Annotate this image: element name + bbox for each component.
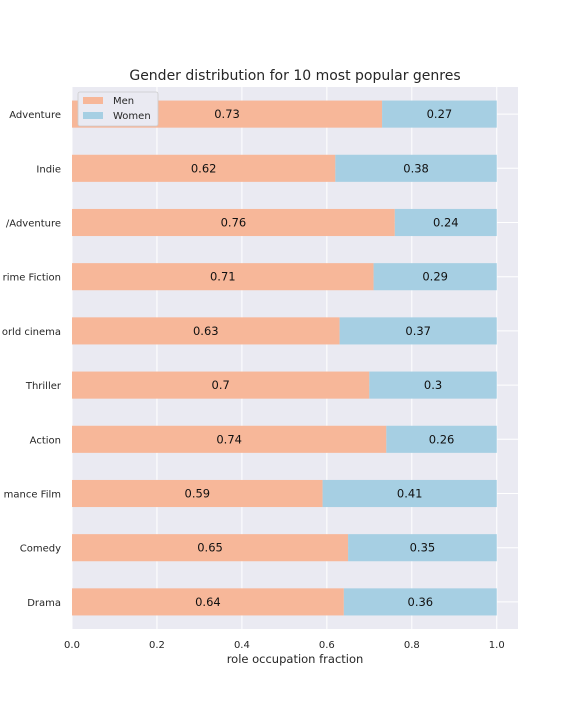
- bar-label-women-2: 0.24: [433, 216, 459, 230]
- bar-men-5: [72, 371, 370, 399]
- bar-label-men-2: 0.76: [221, 216, 247, 230]
- bar-women-4: [339, 317, 497, 345]
- y-axis-tick-labels: Adventure Indie/Adventure rime Fiction orld…: [2, 110, 62, 609]
- bar-women-3: [373, 263, 497, 291]
- bar-men-1: [72, 154, 336, 182]
- x-axis-label: role occupation fraction: [227, 652, 364, 666]
- chart-title: Gender distribution for 10 most popular …: [129, 68, 460, 84]
- bar-women-5: [369, 371, 497, 399]
- bar-women-0: [382, 100, 497, 128]
- bar-women-7: [322, 479, 497, 508]
- bar-label-women-1: 0.38: [403, 161, 429, 175]
- y-tick-label-3: rime Fiction: [3, 273, 61, 284]
- bar-label-men-0: 0.73: [214, 107, 240, 121]
- y-tick-label-5: Thriller: [25, 381, 62, 392]
- bar-label-men-5: 0.7: [212, 378, 230, 392]
- bar-women-9: [343, 588, 497, 616]
- x-tick-label-3: 0.6: [319, 640, 335, 651]
- bar-label-women-6: 0.26: [429, 432, 455, 446]
- y-tick-label-9: Drama: [27, 598, 61, 609]
- bars: [72, 100, 497, 616]
- y-tick-label-0: Adventure: [9, 110, 61, 121]
- x-axis-tick-labels: 0.0 0.2 0.4 0.6 0.8 1.0: [64, 640, 505, 651]
- y-tick-label-8: Comedy: [20, 544, 61, 555]
- bar-label-women-4: 0.37: [405, 324, 431, 338]
- legend-label-women: Women: [113, 111, 151, 122]
- y-tick-label-7: mance Film: [4, 490, 61, 501]
- x-tick-label-2: 0.4: [234, 640, 250, 651]
- y-tick-label-1: Indie: [36, 164, 61, 175]
- bar-label-men-1: 0.62: [191, 161, 217, 175]
- bar-label-women-3: 0.29: [422, 270, 448, 284]
- bar-women-6: [386, 425, 497, 453]
- bar-women-2: [394, 208, 497, 237]
- bar-label-men-4: 0.63: [193, 324, 219, 338]
- bar-label-women-9: 0.36: [408, 595, 434, 609]
- bar-women-1: [335, 154, 497, 182]
- bar-men-4: [72, 317, 340, 345]
- bar-men-8: [72, 534, 349, 562]
- bar-men-6: [72, 425, 387, 453]
- bar-men-3: [72, 263, 374, 291]
- x-tick-label-1: 0.2: [149, 640, 165, 651]
- bar-label-men-8: 0.65: [197, 541, 223, 555]
- legend-label-men: Men: [113, 96, 134, 107]
- bar-value-labels: 0.73 0.27 0.62 0.38 0.76 0.24 0.71 0.29 0.63 0.37…: [185, 107, 459, 609]
- y-tick-label-6: Action: [30, 435, 61, 446]
- bar-men-9: [72, 588, 344, 616]
- legend-swatch-women: [83, 112, 103, 119]
- legend: Men Women: [77, 91, 159, 127]
- bar-label-men-3: 0.71: [210, 270, 236, 284]
- y-tick-label-2: /Adventure: [6, 219, 61, 230]
- bar-label-women-8: 0.35: [410, 541, 436, 555]
- bar-men-7: [72, 479, 323, 508]
- bar-label-women-0: 0.27: [427, 107, 453, 121]
- bar-label-men-9: 0.64: [195, 595, 221, 609]
- bar-label-men-7: 0.59: [185, 487, 211, 501]
- bar-label-women-7: 0.41: [397, 487, 423, 501]
- bar-men-2: [72, 208, 395, 237]
- x-tick-label-0: 0.0: [64, 640, 80, 651]
- x-tick-label-4: 0.8: [404, 640, 420, 651]
- bar-women-8: [348, 534, 497, 562]
- bar-label-women-5: 0.3: [424, 378, 442, 392]
- y-tick-label-4: orld cinema: [2, 327, 61, 338]
- x-tick-label-5: 1.0: [489, 640, 505, 651]
- legend-swatch-men: [83, 97, 103, 104]
- bar-label-men-6: 0.74: [216, 432, 242, 446]
